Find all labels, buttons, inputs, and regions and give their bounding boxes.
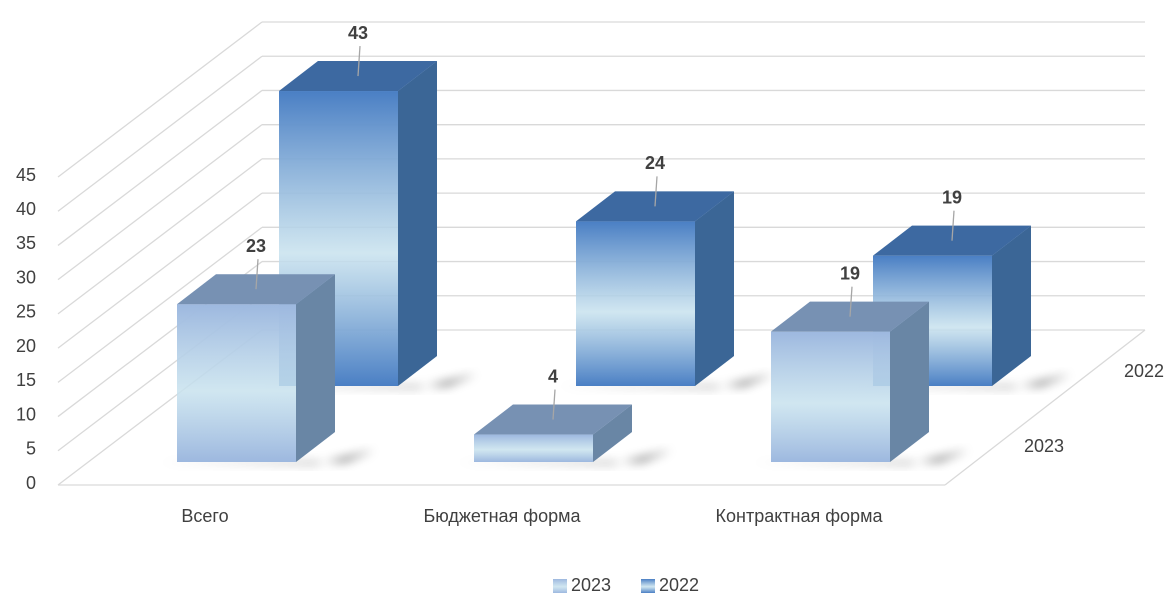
floor-edge [944,329,1146,486]
x-tick-label: Всего [181,506,228,526]
y-tick-label: 15 [16,370,36,390]
legend-label: 2022 [659,575,699,593]
bar-side [296,274,335,462]
data-label: 23 [246,236,266,256]
data-label: 24 [645,153,665,173]
leader-line [951,210,955,241]
y-tick-label: 5 [26,439,36,459]
bar-side-shade [695,191,734,386]
grid-line [57,55,263,212]
leader-line [357,45,361,77]
bar-side-shade [398,61,437,387]
leader-line [849,286,853,317]
legend-swatch [553,579,567,593]
bar-side [398,61,437,387]
bar [771,301,929,462]
bar-front [177,304,296,462]
legend-label: 2023 [571,575,611,593]
leader-line [552,389,556,420]
y-tick-label: 20 [16,336,36,356]
data-label: 19 [942,187,962,207]
data-label: 43 [348,23,368,43]
y-tick-label: 40 [16,199,36,219]
bar-side [890,301,929,462]
bar-side [695,191,734,386]
bar-front [576,221,695,386]
data-label: 4 [548,366,558,386]
legend-swatch [641,579,655,593]
bar-side-shade [296,274,335,462]
y-tick-label: 0 [26,473,36,493]
grid-line [57,226,263,383]
depth-label: 2023 [1024,436,1064,456]
grid-line [57,124,263,281]
leader-line [654,176,658,207]
y-tick-label: 35 [16,233,36,253]
grid-line [57,192,263,349]
x-tick-label: Контрактная форма [716,506,884,526]
bar-side-shade [890,301,929,462]
bar-side-shade [992,225,1031,386]
leader-line [255,259,259,290]
grid-line [57,21,263,178]
bar-front [771,331,890,462]
bar-side [593,404,632,462]
x-tick-label: Бюджетная форма [423,506,581,526]
bar [177,274,335,462]
y-tick-label: 45 [16,165,36,185]
depth-label: 2022 [1124,361,1164,381]
bar-side [992,225,1031,386]
y-tick-label: 25 [16,302,36,322]
data-label: 19 [840,263,860,283]
bar [576,191,734,386]
bar-side-shade [593,404,632,462]
grid-line [57,89,263,246]
bar-front [474,434,593,462]
grid-line [57,158,263,315]
y-tick-label: 10 [16,404,36,424]
y-tick-label: 30 [16,267,36,287]
